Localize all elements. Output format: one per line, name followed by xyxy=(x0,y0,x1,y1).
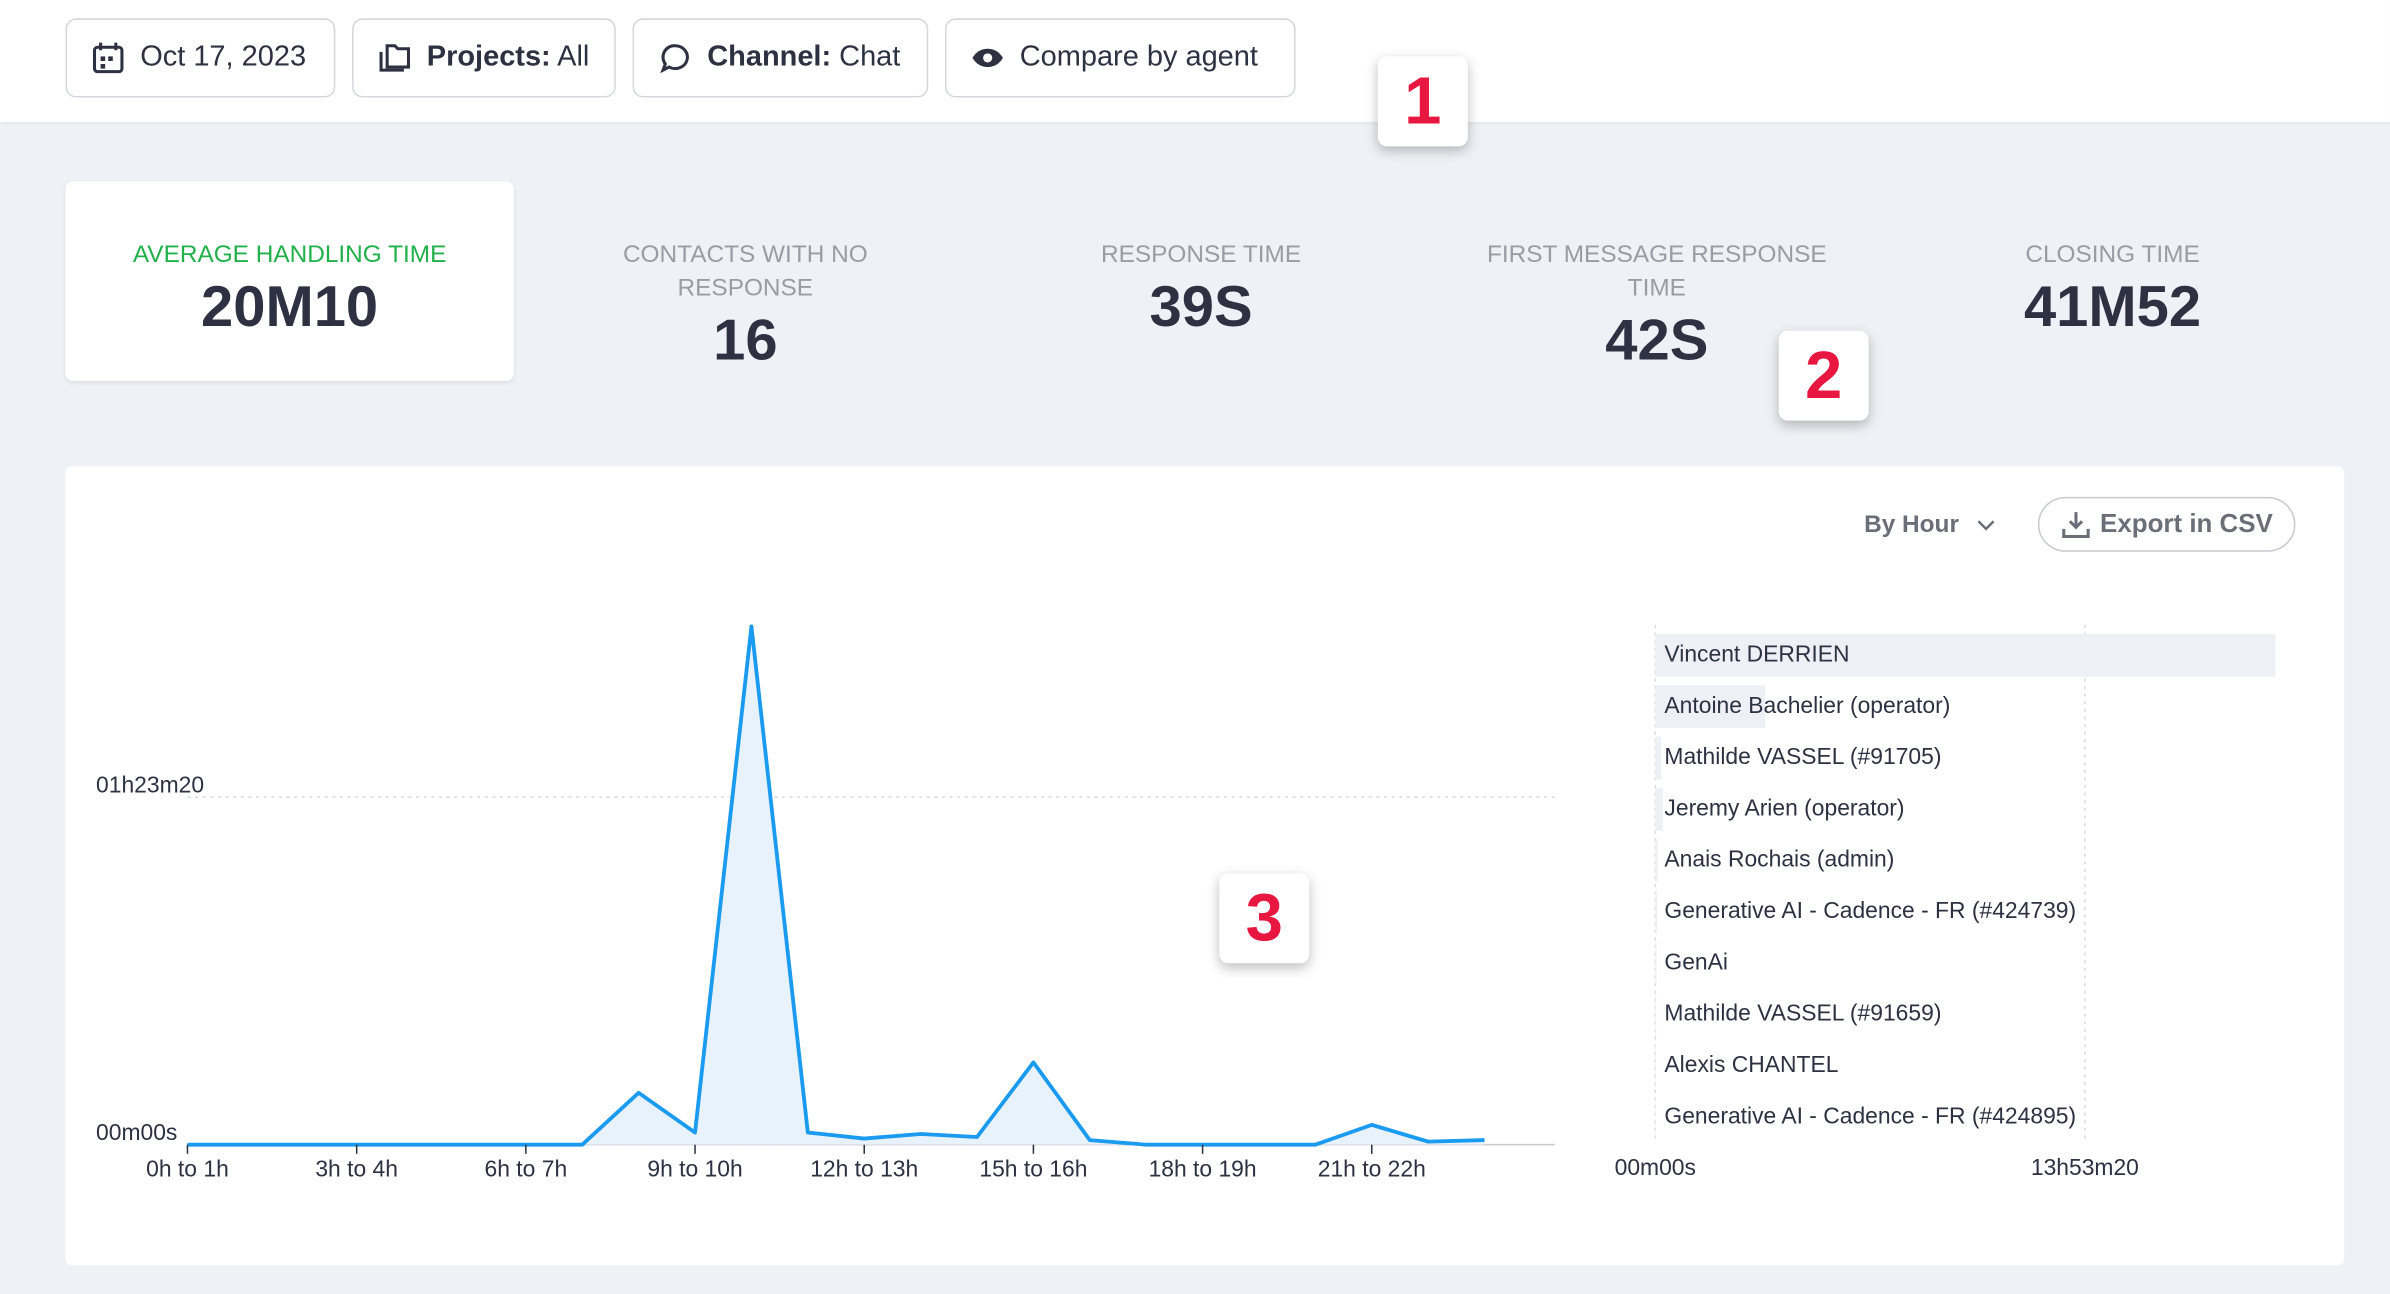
date-text: Oct 17, 2023 xyxy=(140,41,307,74)
bar xyxy=(1655,1044,1656,1088)
folder-icon xyxy=(379,44,411,72)
projects-label: Projects: xyxy=(426,41,551,74)
granularity-text: By Hour xyxy=(1864,512,1959,539)
line xyxy=(187,624,1485,1147)
projects-value: All xyxy=(557,41,590,74)
kpi-label: RESPONSE TIME xyxy=(1100,242,1302,269)
kpi-value: 39S xyxy=(1149,275,1253,340)
category-label: Alexis CHANTEL xyxy=(1664,1051,1838,1077)
category-label: Generative AI - Cadence - FR (#424895) xyxy=(1664,1102,2076,1128)
channel-text: Channel: Chat xyxy=(707,41,900,75)
badge: 3 xyxy=(1219,873,1310,964)
bar xyxy=(1655,634,2276,677)
eye-icon xyxy=(972,48,1003,68)
bar xyxy=(1655,839,1658,883)
badge: 2 xyxy=(1778,330,1869,421)
x-tick-label: 6h to 7h xyxy=(485,1156,568,1182)
channel-value: Chat xyxy=(839,41,901,74)
category-label: Anais Rochais (admin) xyxy=(1664,846,1894,872)
kpi-card[interactable]: FIRST MESSAGE RESPONSE TIME 42S xyxy=(1433,181,1881,381)
kpi-value: 16 xyxy=(713,309,778,374)
x-tick-label: 15h to 16h xyxy=(979,1156,1087,1182)
x-tick-label: 13h53m20 xyxy=(2031,1154,2139,1180)
projects-filter[interactable]: Projects: All xyxy=(352,18,616,98)
bar xyxy=(1655,941,1657,985)
compare-text: Compare by agent xyxy=(1019,41,1258,74)
export-text: Export in CSV xyxy=(2100,509,2273,539)
category-label: Jeremy Arien (operator) xyxy=(1664,794,1904,820)
badge: 1 xyxy=(1377,56,1468,147)
chart-card xyxy=(65,466,2345,1266)
kpi-card[interactable]: RESPONSE TIME 39S xyxy=(977,181,1425,381)
header: Oct 17, 2023 Projects: All Channel: Chat… xyxy=(0,0,2390,122)
kpi-label: CONTACTS WITH NO RESPONSE xyxy=(622,242,868,302)
category-label: Antoine Bachelier (operator) xyxy=(1664,692,1950,718)
x-tick-label: 0h to 1h xyxy=(146,1156,229,1182)
kpi-label: FIRST MESSAGE RESPONSE TIME xyxy=(1486,242,1827,302)
kpi-label: CLOSING TIME xyxy=(2025,242,2200,269)
x-tick-label: 00m00s xyxy=(1615,1154,1696,1180)
x-tick-label: 9h to 10h xyxy=(647,1156,742,1182)
projects-text: Projects: All xyxy=(427,41,590,75)
category-label: GenAi xyxy=(1664,948,1728,974)
bar xyxy=(1655,685,1765,729)
x-tick-label: 18h to 19h xyxy=(1149,1156,1257,1182)
category-label: Mathilde VASSEL (#91705) xyxy=(1664,743,1941,769)
chat-icon xyxy=(660,44,689,74)
calendar-icon xyxy=(92,42,124,74)
category-label: Mathilde VASSEL (#91659) xyxy=(1664,1000,1941,1026)
x-tick-label: 3h to 4h xyxy=(315,1156,398,1182)
category-label: Generative AI - Cadence - FR (#424739) xyxy=(1664,897,2076,923)
kpi-value: 20M10 xyxy=(201,275,379,340)
channel-label: Channel: xyxy=(707,41,832,74)
kpi-value: 42S xyxy=(1605,309,1709,374)
bar xyxy=(1655,1095,1656,1139)
bar xyxy=(1655,993,1657,1036)
bar xyxy=(1655,788,1663,831)
bar xyxy=(1655,890,1657,934)
category-label: Vincent DERRIEN xyxy=(1664,640,1849,666)
kpi-card[interactable]: CONTACTS WITH NO RESPONSE 16 xyxy=(521,181,969,381)
x-tick-label: 21h to 22h xyxy=(1318,1156,1426,1182)
x-tick-label: 12h to 13h xyxy=(810,1156,918,1182)
kpi-card[interactable]: AVERAGE HANDLING TIME 20M10 xyxy=(65,181,514,382)
y-tick-label: 00m00s xyxy=(96,1119,177,1145)
export-button[interactable]: Export in CSV xyxy=(2037,496,2296,552)
compare-toggle[interactable]: Compare by agent xyxy=(945,18,1296,98)
bar xyxy=(1655,736,1662,780)
channel-filter[interactable]: Channel: Chat xyxy=(632,18,929,98)
date-filter[interactable]: Oct 17, 2023 xyxy=(65,18,336,98)
kpi-label: AVERAGE HANDLING TIME xyxy=(132,242,447,269)
kpi-card[interactable]: CLOSING TIME 41M52 xyxy=(1888,181,2336,381)
granularity-select[interactable]: By Hour xyxy=(1864,508,1995,545)
chevron-icon xyxy=(1977,520,1995,531)
y-tick-label: 01h23m20 xyxy=(96,772,204,798)
kpi-value: 41M52 xyxy=(2023,275,2202,340)
download-icon xyxy=(2061,512,2090,539)
